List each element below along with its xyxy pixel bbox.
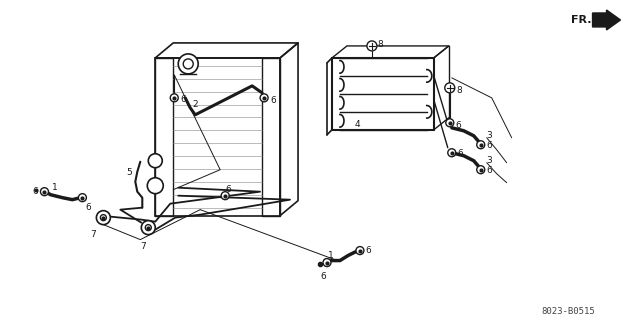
Circle shape [356,247,364,255]
Circle shape [79,194,86,202]
Circle shape [97,211,110,225]
Text: 6: 6 [180,95,186,104]
Text: 3: 3 [487,131,492,140]
Text: 6: 6 [365,246,371,255]
Circle shape [145,225,151,231]
Circle shape [40,188,49,196]
Text: 6: 6 [456,121,461,130]
Text: 8: 8 [457,86,463,95]
Bar [156,58,280,216]
Circle shape [367,41,377,51]
Text: 8: 8 [377,40,383,49]
Text: 7: 7 [140,241,146,251]
Circle shape [323,259,331,267]
Text: 1: 1 [328,251,333,260]
Circle shape [445,83,455,93]
Text: 8023-B0515: 8023-B0515 [541,308,595,316]
Text: 6: 6 [487,166,492,175]
Text: 6: 6 [85,203,91,212]
Text: 4: 4 [355,120,360,129]
Circle shape [477,141,484,149]
Circle shape [100,215,106,221]
Text: 1: 1 [52,183,58,192]
Text: 6: 6 [270,96,276,105]
Circle shape [170,94,178,102]
Circle shape [147,178,163,194]
Circle shape [148,154,163,168]
Bar [156,58,173,216]
Text: 6: 6 [320,271,326,280]
Text: 3: 3 [487,156,492,165]
Circle shape [260,94,268,102]
Circle shape [448,149,456,157]
Circle shape [178,54,198,74]
Text: 2: 2 [192,100,198,109]
Circle shape [141,221,156,234]
FancyArrow shape [593,10,621,30]
Text: 6: 6 [225,185,231,194]
Text: 7: 7 [90,230,96,239]
Circle shape [446,119,454,127]
Text: FR.: FR. [571,15,591,25]
Circle shape [221,192,229,200]
Text: 6: 6 [458,149,463,158]
Text: 6: 6 [487,141,492,150]
Bar [262,58,280,216]
Text: 5: 5 [126,168,132,177]
Circle shape [477,166,484,174]
Circle shape [183,59,193,69]
Text: 6: 6 [33,187,38,196]
